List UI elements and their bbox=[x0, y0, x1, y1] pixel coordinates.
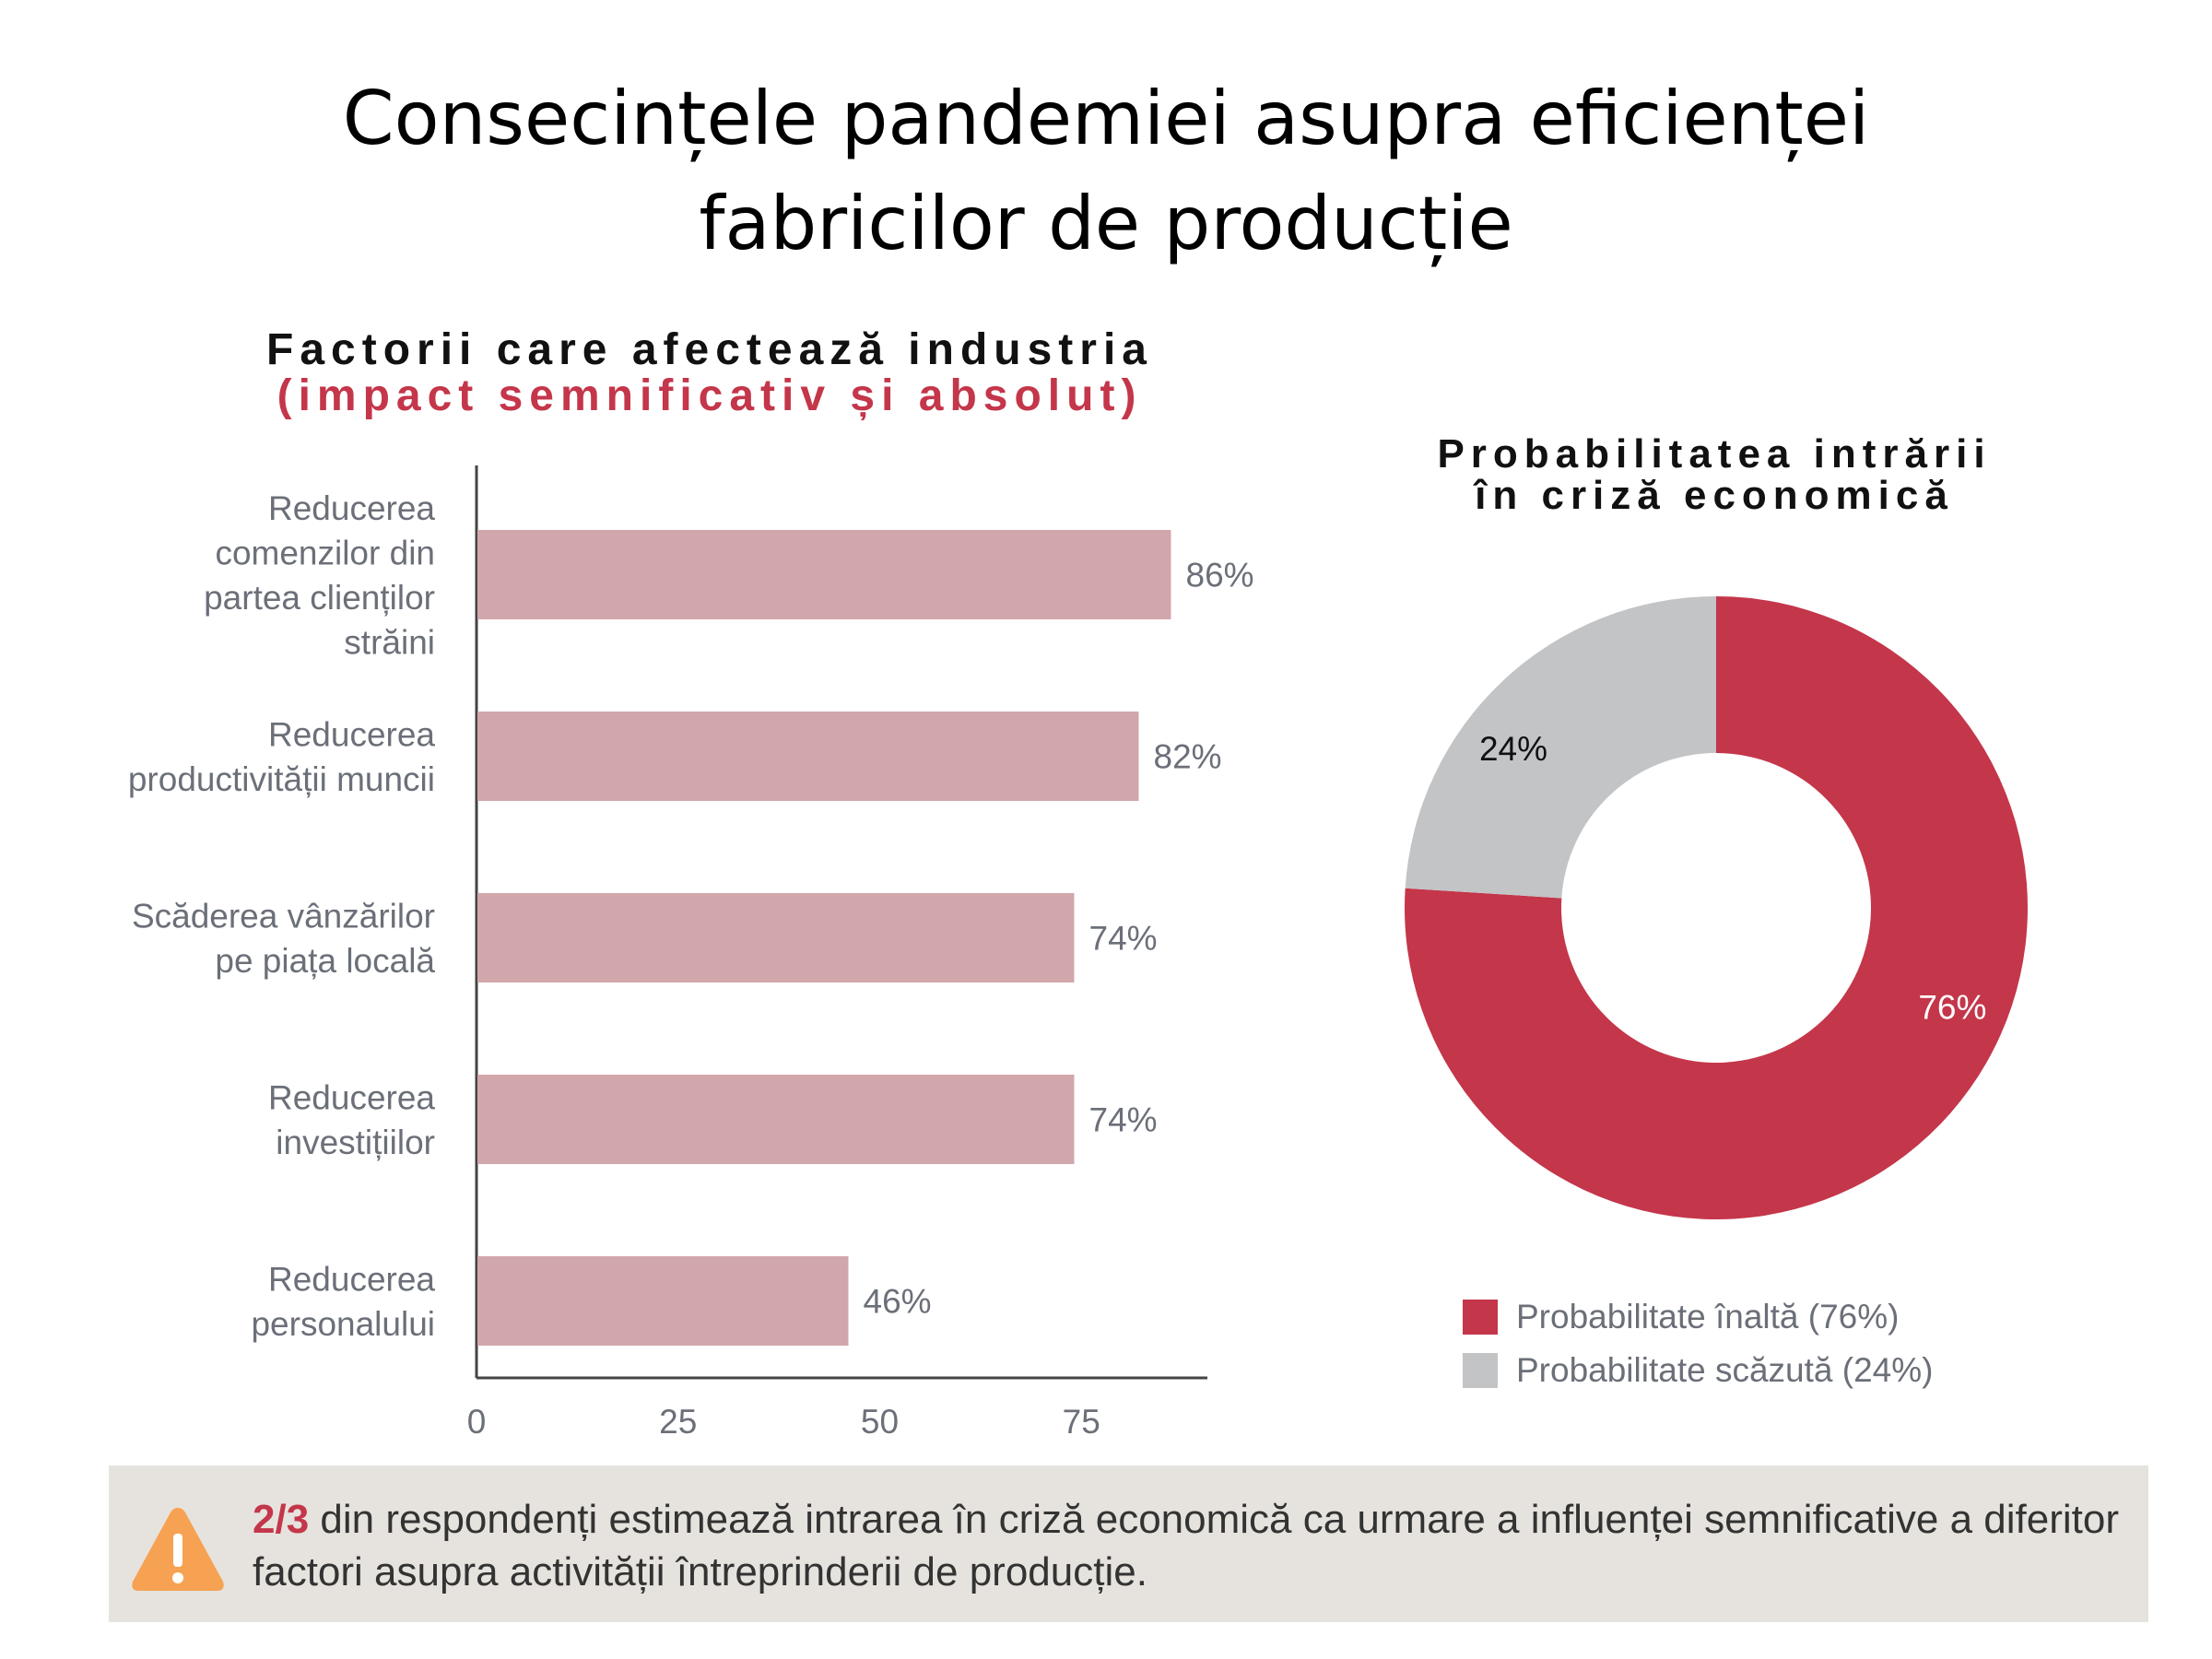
bar-chart-subtitle: (impact semnificativ și absolut) bbox=[276, 371, 1143, 420]
page-title: Consecințele pandemiei asupra eficienței… bbox=[0, 66, 2212, 276]
bar bbox=[477, 712, 1139, 801]
category-label: investițiilor bbox=[276, 1124, 435, 1161]
category-label: Reducerea bbox=[268, 1078, 435, 1116]
bar-value-label: 74% bbox=[1089, 1101, 1158, 1139]
category-label: Scăderea vânzărilor bbox=[132, 897, 435, 935]
legend-swatch-high bbox=[1463, 1300, 1498, 1335]
legend-swatch-low bbox=[1463, 1353, 1498, 1388]
donut-title-line-1: Probabilitatea intrării bbox=[1437, 431, 1992, 477]
page-title-line-2: fabricilor de producție bbox=[699, 181, 1513, 266]
donut-legend: Probabilitate înaltă (76%) Probabilitate… bbox=[1463, 1290, 1933, 1397]
category-label: străini bbox=[344, 623, 435, 661]
note-box: 2/3 din respondenți estimează intrarea î… bbox=[109, 1465, 2148, 1622]
category-label: partea clienților bbox=[204, 579, 435, 617]
donut-value-label: 24% bbox=[1479, 730, 1547, 768]
page-title-line-1: Consecințele pandemiei asupra eficienței bbox=[342, 76, 1870, 161]
bar bbox=[477, 530, 1171, 619]
bar-value-label: 46% bbox=[864, 1283, 932, 1321]
donut-title-line-2: în criză economică bbox=[1475, 473, 1954, 518]
x-tick-label: 25 bbox=[659, 1403, 697, 1441]
bar-chart: 86% Reducerea comenzilor din partea clienți… bbox=[128, 465, 1254, 1441]
x-tick-label: 0 bbox=[467, 1403, 487, 1441]
category-label: productivității muncii bbox=[128, 760, 435, 798]
category-label: personalului bbox=[251, 1305, 435, 1343]
donut-chart: 76% 24% bbox=[1404, 596, 2028, 1219]
bar bbox=[477, 1256, 849, 1346]
warning-icon bbox=[132, 1508, 224, 1591]
bar bbox=[477, 1075, 1075, 1164]
note-body: din respondenți estimează intrarea în cr… bbox=[253, 1497, 2120, 1594]
category-label: Reducerea bbox=[268, 715, 435, 753]
bar bbox=[477, 893, 1075, 982]
note-highlight: 2/3 bbox=[253, 1497, 310, 1542]
note-text: 2/3 din respondenți estimează intrarea î… bbox=[253, 1493, 2124, 1598]
x-tick-label: 75 bbox=[1063, 1403, 1100, 1441]
category-label: Reducerea bbox=[268, 489, 435, 527]
bar-chart-title-text: Factorii care afectează industria bbox=[266, 325, 1153, 374]
bar-chart-title: Factorii care afectează industria (impac… bbox=[212, 327, 1207, 419]
category-label: pe piața locală bbox=[215, 942, 435, 980]
category-label: comenzilor din bbox=[215, 534, 435, 571]
legend-item-low: Probabilitate scăzută (24%) bbox=[1463, 1344, 1933, 1397]
donut-chart-title: Probabilitatea intrării în criză economi… bbox=[1346, 433, 2083, 516]
x-tick-label: 50 bbox=[861, 1403, 899, 1441]
bar-value-label: 74% bbox=[1089, 920, 1158, 958]
legend-item-high: Probabilitate înaltă (76%) bbox=[1463, 1290, 1933, 1344]
category-label: Reducerea bbox=[268, 1260, 435, 1298]
donut-slice bbox=[1405, 596, 1716, 899]
legend-label-high: Probabilitate înaltă (76%) bbox=[1516, 1298, 1900, 1335]
bar-value-label: 82% bbox=[1154, 738, 1222, 776]
donut-slice bbox=[1404, 596, 2028, 1219]
legend-label-low: Probabilitate scăzută (24%) bbox=[1516, 1351, 1934, 1389]
bar-value-label: 86% bbox=[1186, 557, 1254, 594]
donut-value-label: 76% bbox=[1918, 988, 1986, 1026]
